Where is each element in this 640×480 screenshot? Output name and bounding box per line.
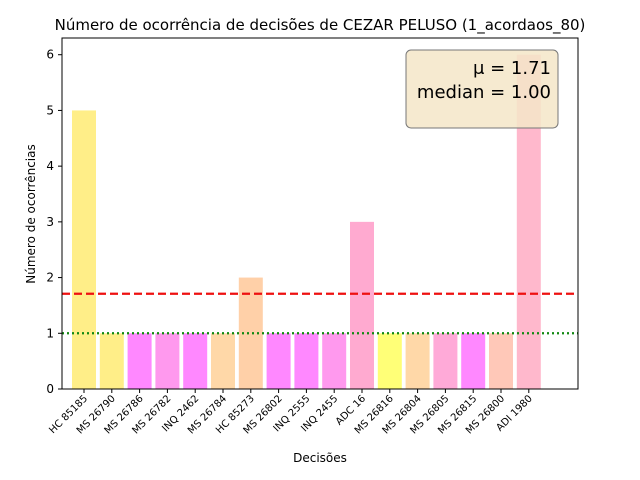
y-tick-label: 6 <box>46 48 54 62</box>
bar-ms-26786 <box>127 333 152 389</box>
mean-label: μ = 1.71 <box>473 58 551 79</box>
bar-ms-26802 <box>266 333 291 389</box>
stats-box: μ = 1.71 median = 1.00 <box>405 49 559 129</box>
y-tick-label: 5 <box>46 103 54 117</box>
x-axis-label: Decisões <box>293 451 347 465</box>
bar-ms-26782 <box>155 333 180 389</box>
bar-inq-2555 <box>294 333 319 389</box>
y-tick-label: 2 <box>46 271 54 285</box>
y-ticks: 0 1 2 3 4 5 6 <box>46 48 62 396</box>
bar-ms-26790 <box>99 333 124 389</box>
bar-hc-85185 <box>72 110 96 389</box>
stats-box-background <box>405 49 559 129</box>
bar-ms-26815 <box>461 333 486 389</box>
bar-inq-2462 <box>183 333 208 389</box>
y-tick-label: 0 <box>46 382 54 396</box>
y-tick-label: 1 <box>46 326 54 340</box>
plot-frame <box>61 37 579 390</box>
chart-title: Número de ocorrência de decisões de CEZA… <box>55 16 586 35</box>
bar-ms-26804 <box>405 333 430 389</box>
bar-ms-26816 <box>377 333 402 389</box>
y-tick-label: 3 <box>46 215 54 229</box>
bar-ms-26805 <box>433 333 458 389</box>
bar-ms-26800 <box>489 333 513 389</box>
median-label: median = 1.00 <box>417 82 551 103</box>
bar-inq-2455 <box>322 333 347 389</box>
bar-ms-26784 <box>211 333 235 389</box>
bar-hc-85273 <box>238 277 263 389</box>
reference-lines <box>62 292 578 335</box>
bar-adc-16 <box>350 221 374 389</box>
y-axis-label: Número de ocorrências <box>24 144 38 284</box>
y-tick-label: 4 <box>46 159 54 173</box>
